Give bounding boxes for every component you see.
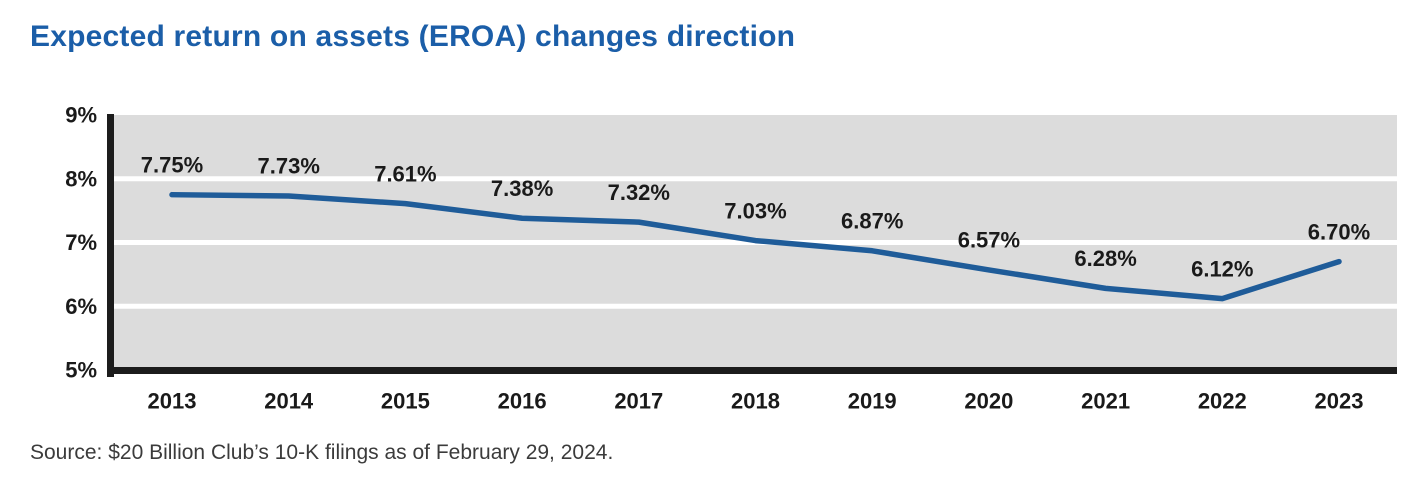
data-label-2019: 6.87%: [841, 208, 903, 233]
x-tick-label-2013: 2013: [148, 389, 197, 414]
data-label-2018: 7.03%: [724, 198, 786, 223]
x-tick-label-2014: 2014: [264, 389, 314, 414]
data-label-2023: 6.70%: [1308, 219, 1370, 244]
x-tick-label-2016: 2016: [498, 389, 547, 414]
source-note: Source: $20 Billion Club’s 10-K filings …: [30, 441, 614, 464]
x-tick-label-2022: 2022: [1198, 389, 1247, 414]
x-tick-label-2017: 2017: [614, 389, 663, 414]
data-label-2020: 6.57%: [958, 228, 1020, 253]
x-tick-label-2019: 2019: [848, 389, 897, 414]
y-tick-label-9%: 9%: [65, 103, 97, 128]
x-tick-label-2023: 2023: [1315, 389, 1364, 414]
data-label-2016: 7.38%: [491, 176, 553, 201]
data-label-2013: 7.75%: [141, 152, 203, 177]
data-label-2015: 7.61%: [374, 161, 436, 186]
y-tick-label-5%: 5%: [65, 358, 97, 383]
data-label-2021: 6.28%: [1074, 246, 1136, 271]
data-label-2017: 7.32%: [608, 180, 670, 205]
x-tick-label-2018: 2018: [731, 389, 780, 414]
x-tick-label-2020: 2020: [964, 389, 1013, 414]
data-label-2022: 6.12%: [1191, 256, 1253, 281]
data-line: [169, 191, 1342, 302]
data-label-2014: 7.73%: [258, 154, 320, 179]
y-tick-label-7%: 7%: [65, 230, 97, 255]
page-title: Expected return on assets (EROA) changes…: [30, 20, 796, 53]
y-axis: [107, 114, 114, 377]
y-tick-label-8%: 8%: [65, 166, 97, 191]
x-tick-label-2015: 2015: [381, 389, 430, 414]
x-axis: [107, 367, 1397, 374]
x-tick-label-2021: 2021: [1081, 389, 1130, 414]
y-tick-label-6%: 6%: [65, 294, 97, 319]
